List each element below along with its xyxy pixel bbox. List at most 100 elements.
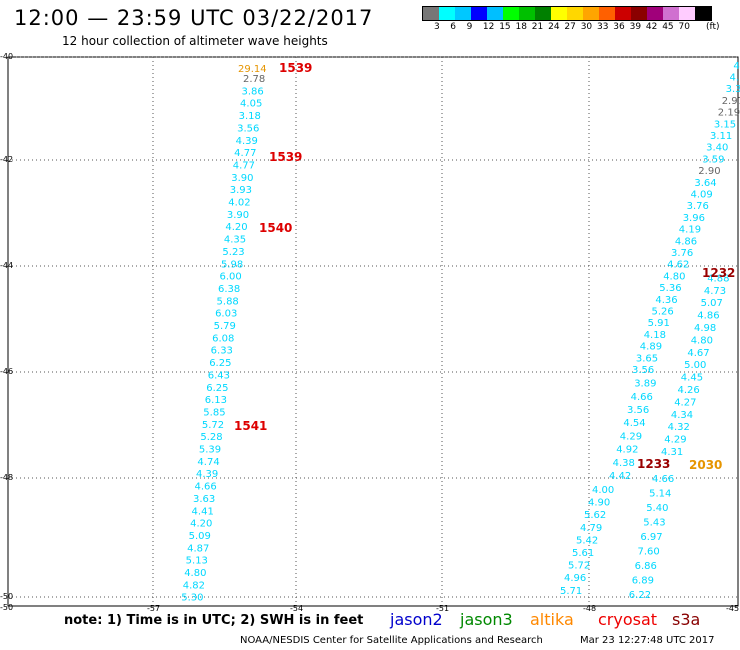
- track-value: 5.72: [202, 420, 224, 431]
- track-value: 4.26: [678, 385, 700, 396]
- track-value: 5.40: [646, 503, 668, 514]
- track-value: 4.67: [687, 348, 709, 359]
- track-value: 4.05: [240, 99, 262, 110]
- track-value: 6.43: [208, 370, 230, 381]
- track-value: 4.88: [707, 273, 729, 284]
- satellite-jason3: jason3: [460, 610, 513, 629]
- track-value: 4.96: [564, 573, 586, 584]
- track-value: 5.61: [572, 548, 594, 559]
- legend-swatch-6: [519, 7, 535, 20]
- legend-label: 39: [629, 22, 642, 32]
- track-value: 2.97: [722, 96, 740, 107]
- track-value: 5.30: [181, 593, 203, 604]
- track-value: 5.23: [222, 247, 244, 258]
- legend-swatch-11: [599, 7, 615, 20]
- lat-label: -42: [0, 155, 13, 164]
- track-value: 4.42: [609, 471, 631, 482]
- track-time: 1540: [259, 221, 292, 235]
- lat-label: -46: [0, 367, 13, 376]
- satellite-jason2: jason2: [390, 610, 443, 629]
- legend-label: 70: [678, 22, 690, 32]
- track-value: 4.77: [233, 160, 255, 171]
- map-grid: [7, 56, 739, 607]
- track-value: 4.32: [668, 422, 690, 433]
- track-value: 29.14: [238, 64, 267, 75]
- track-value: 5.28: [200, 432, 222, 443]
- timestamp: Mar 23 12:27:48 UTC 2017: [580, 635, 715, 646]
- track-value: 3.59: [702, 154, 724, 165]
- track-value: 4.36: [655, 295, 677, 306]
- track-value: 4.66: [652, 474, 674, 485]
- track-value: 4.86: [675, 236, 697, 247]
- legend-swatch-4: [487, 7, 503, 20]
- track-value: 4.80: [663, 271, 685, 282]
- track-value: 4.77: [234, 148, 256, 159]
- track-value: 4.66: [194, 482, 216, 493]
- track-value: 5.85: [203, 407, 225, 418]
- lon-label: -57: [147, 604, 160, 613]
- track-value: 3.63: [193, 494, 215, 505]
- track-value: 2.90: [698, 166, 720, 177]
- track-value: 4.87: [187, 543, 209, 554]
- track-value: 4.66: [631, 392, 653, 403]
- track-value: 5.91: [648, 318, 670, 329]
- track-value: 4.54: [623, 418, 645, 429]
- track-value: 3.56: [237, 123, 259, 134]
- track-value: 5.39: [199, 445, 221, 456]
- track-value: 4.45: [681, 373, 703, 384]
- track-value: 4.02: [228, 198, 250, 209]
- track-value: 6.97: [640, 532, 662, 543]
- track-value: 5.43: [643, 518, 665, 529]
- legend-label: 18: [515, 22, 527, 32]
- track-value: 6.86: [635, 561, 657, 572]
- track-value: 5.88: [217, 296, 239, 307]
- track-value: 3.65: [636, 353, 658, 364]
- map-frame: [7, 56, 739, 607]
- legend-swatch-12: [615, 7, 631, 20]
- lon-label: -48: [583, 604, 596, 613]
- track-value: 5.07: [701, 298, 723, 309]
- track-value: 5.09: [189, 531, 211, 542]
- track-time: 1232: [702, 266, 735, 280]
- satellite-cryosat: cryosat: [598, 610, 658, 629]
- legend-swatch-7: [535, 7, 551, 20]
- legend-swatch-9: [567, 7, 583, 20]
- track-value: 5.42: [576, 535, 598, 546]
- legend-label: 21: [531, 22, 544, 32]
- track-time: 1541: [234, 419, 267, 433]
- track-value: 6.25: [206, 383, 228, 394]
- legend-label: 33: [597, 22, 609, 32]
- legend-label: 36: [613, 22, 625, 32]
- axis-labels: -40 -42 -44 -46 -48 -50 -50 -57 -54 -51 -48 -45: [0, 52, 739, 613]
- track-value: 4.98: [694, 323, 716, 334]
- track-value: 4.27: [674, 397, 696, 408]
- track-value: 4.00: [592, 485, 614, 496]
- lat-label: -50: [0, 603, 13, 612]
- track-value: 3.56: [627, 405, 649, 416]
- lat-label: -48: [0, 473, 13, 482]
- track-value: 5.71: [560, 586, 582, 597]
- map-title: 12:00 — 23:59 UTC 03/22/2017: [14, 6, 374, 30]
- legend-swatch-17: [695, 7, 711, 20]
- legend-swatch-13: [631, 7, 647, 20]
- legend-swatch-10: [583, 7, 599, 20]
- track-value: 2.78: [243, 74, 265, 85]
- track-value: 4.20: [225, 222, 247, 233]
- legend-label: 27: [564, 22, 576, 32]
- satellite-s3a: s3a: [672, 610, 701, 629]
- track-value: 3.64: [694, 178, 716, 189]
- track-value: 4.09: [691, 190, 713, 201]
- track-value: 4.29: [664, 435, 686, 446]
- track-value: 4.31: [661, 447, 683, 458]
- satellite-altika: altika: [530, 610, 574, 629]
- track-value: 5.14: [649, 489, 671, 500]
- legend-label: 12: [482, 22, 495, 32]
- track-value: 6.03: [215, 309, 237, 320]
- altimeter-tracks: 29.142.783.864.053.183.564.394.774.773.9…: [181, 61, 740, 604]
- track-value: 6.00: [219, 272, 241, 283]
- track-value: 4.73: [704, 286, 726, 297]
- track-value: 4.92: [616, 445, 638, 456]
- track-value: 6.08: [212, 333, 234, 344]
- track-value: 3.40: [706, 143, 728, 154]
- track-value: 4.41: [192, 506, 214, 517]
